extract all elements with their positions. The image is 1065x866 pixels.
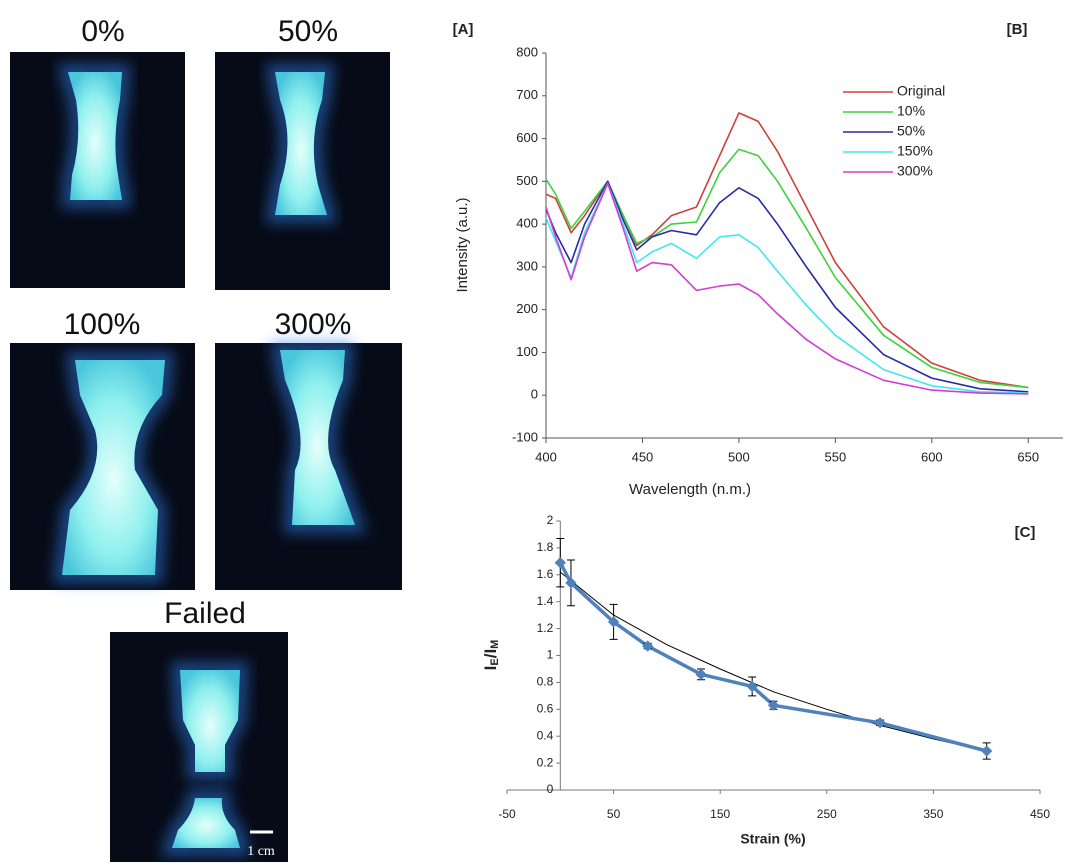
y-tick-label: 800 xyxy=(516,44,538,59)
x-axis-label: Strain (%) xyxy=(740,831,805,847)
y-tick-label: 0 xyxy=(547,782,554,796)
legend-label: Original xyxy=(897,83,945,99)
series-line xyxy=(545,182,1029,394)
x-tick-label: 50 xyxy=(607,807,621,821)
marker xyxy=(695,668,707,680)
y-tick-label: -100 xyxy=(512,429,538,444)
x-tick-label: 350 xyxy=(923,807,943,821)
marker xyxy=(874,717,886,729)
specimen xyxy=(265,64,338,223)
panel-label: [A] xyxy=(453,21,474,38)
y-axis-label-part: M xyxy=(489,640,501,649)
y-tick-label: 1 xyxy=(547,648,554,662)
y-tick-label: 700 xyxy=(516,87,538,102)
y-tick-label: 100 xyxy=(516,344,538,359)
legend-label: 300% xyxy=(897,163,933,179)
y-tick-label: 500 xyxy=(516,173,538,188)
legend-label: 150% xyxy=(897,143,933,159)
y-tick-label: 1.6 xyxy=(537,567,554,581)
y-tick-label: 200 xyxy=(516,301,538,316)
y-tick-label: 0.8 xyxy=(537,675,554,689)
series-line xyxy=(545,180,1029,393)
x-tick-label: -50 xyxy=(498,807,516,821)
series-line xyxy=(545,112,1029,389)
y-axis-label-part: /I xyxy=(481,649,500,658)
photo-label: 300% xyxy=(275,308,352,341)
x-axis-label: Wavelength (n.m.) xyxy=(629,481,751,498)
marker xyxy=(565,577,577,589)
panel-label: [B] xyxy=(1007,21,1028,38)
photo-label: 100% xyxy=(64,308,141,341)
y-tick-label: 0 xyxy=(531,387,538,402)
series-line xyxy=(559,571,987,752)
y-tick-label: 1.4 xyxy=(537,594,554,608)
specimen xyxy=(57,64,132,208)
marker xyxy=(746,680,758,693)
photo-label: 50% xyxy=(278,15,338,48)
series-line xyxy=(545,182,1029,395)
x-tick-label: 250 xyxy=(817,807,837,821)
y-tick-label: 0.2 xyxy=(537,755,554,769)
photo-label: 0% xyxy=(81,15,124,48)
y-tick-label: 300 xyxy=(516,258,538,273)
y-tick-label: 1.8 xyxy=(537,540,554,554)
legend-label: 10% xyxy=(897,103,925,119)
y-tick-label: 0.6 xyxy=(537,701,554,715)
y-tick-label: 1.2 xyxy=(537,621,554,635)
marker xyxy=(642,640,654,652)
y-tick-label: 600 xyxy=(516,130,538,145)
legend-label: 50% xyxy=(897,123,925,139)
y-tick-label: 400 xyxy=(516,216,538,231)
y-tick-label: 2 xyxy=(547,513,554,527)
specimen xyxy=(52,352,174,583)
marker xyxy=(554,557,566,569)
marker xyxy=(767,699,780,711)
specimen xyxy=(160,662,251,856)
x-tick-label: 450 xyxy=(1030,807,1050,821)
y-axis-label: Intensity (a.u.) xyxy=(454,197,471,292)
y-axis-label: IE/IM xyxy=(481,640,501,671)
photo-label: Failed xyxy=(164,597,246,630)
marker xyxy=(607,616,620,628)
x-tick-label: 450 xyxy=(632,449,654,464)
x-tick-label: 400 xyxy=(535,449,557,464)
scale-bar-label: 1 cm xyxy=(247,844,275,859)
x-tick-label: 650 xyxy=(1017,449,1039,464)
series-line xyxy=(545,148,1029,389)
photo-panel: 0% 50% 100% 300% Failed xyxy=(10,15,473,862)
specimen xyxy=(270,342,367,533)
x-tick-label: 550 xyxy=(825,449,847,464)
x-tick-label: 500 xyxy=(728,449,750,464)
y-tick-label: 0.4 xyxy=(537,728,554,742)
y-axis-label-part: E xyxy=(489,658,501,665)
panel-label: [C] xyxy=(1015,524,1036,541)
marker xyxy=(981,745,993,757)
y-axis-label-part: I xyxy=(481,666,500,671)
x-tick-label: 150 xyxy=(710,807,730,821)
x-tick-label: 600 xyxy=(921,449,943,464)
